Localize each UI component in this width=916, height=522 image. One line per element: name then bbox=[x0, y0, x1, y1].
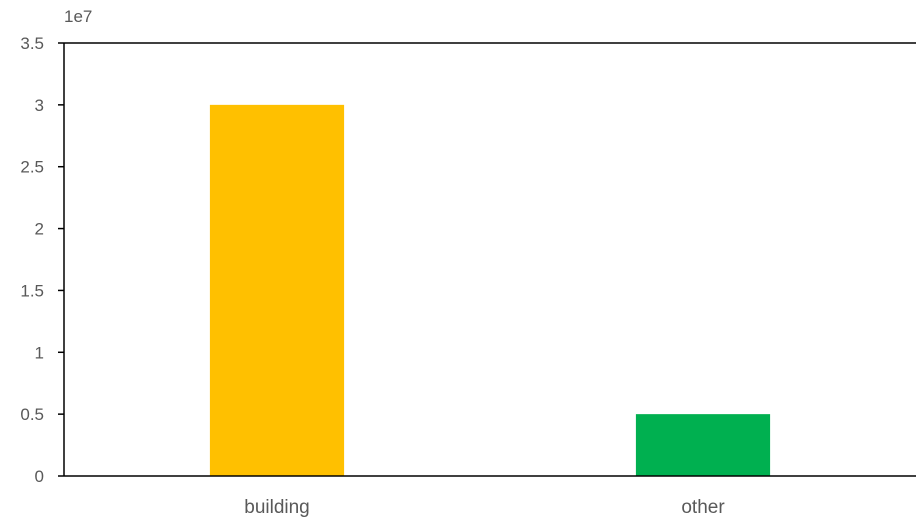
x-axis-labels: building other bbox=[244, 497, 725, 518]
y-tick-label: 3.5 bbox=[20, 34, 44, 53]
y-tick-label: 3 bbox=[35, 96, 44, 115]
y-tick-label: 1 bbox=[35, 343, 44, 362]
y-tick-label: 2 bbox=[35, 220, 44, 239]
y-tick-label: 0.5 bbox=[20, 405, 44, 424]
x-tick-label-building: building bbox=[244, 497, 310, 518]
x-tick-label-other: other bbox=[681, 497, 725, 518]
y-tick-label: 0 bbox=[35, 467, 44, 486]
y-axis-exponent-label: 1e7 bbox=[64, 7, 92, 26]
y-axis-ticks: 0 0.5 1 1.5 2 2.5 3 3.5 bbox=[20, 34, 64, 486]
bars bbox=[209, 104, 771, 476]
bar-building bbox=[209, 104, 345, 476]
bar-other bbox=[635, 414, 771, 476]
y-tick-label: 2.5 bbox=[20, 158, 44, 177]
y-tick-label: 1.5 bbox=[20, 281, 44, 300]
axes bbox=[63, 42, 916, 477]
